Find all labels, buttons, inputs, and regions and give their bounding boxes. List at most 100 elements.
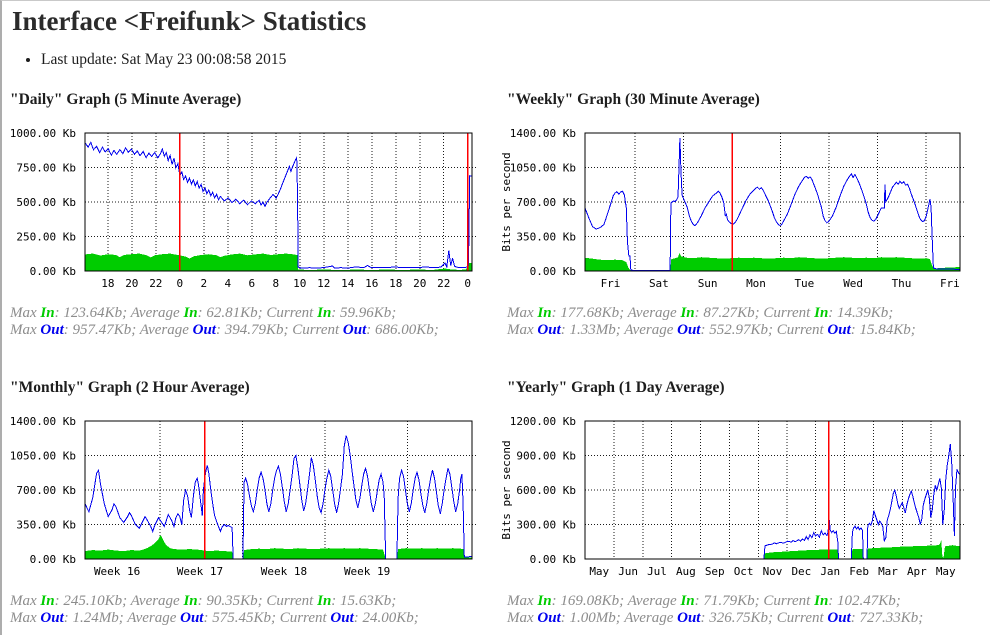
monthly-xtick-label: Week 19: [344, 565, 390, 578]
monthly-stats-in: Max In: 245.10Kb; Average In: 90.35Kb; C…: [10, 593, 397, 609]
daily-xtick-label: 18: [389, 277, 402, 290]
monthly-ytick-label: 0.00 Kb: [30, 553, 76, 566]
yearly-ytick-label: 900.00 Kb: [516, 450, 576, 463]
daily-xtick-label: 14: [341, 277, 355, 290]
weekly-graph-image: Bits per second 1400.00 Kb 1050.00 Kb 700.0…: [499, 125, 990, 297]
weekly-xtick-label: Fri: [601, 277, 621, 290]
in-label: In: [317, 305, 332, 321]
monthly-series-out-line: [84, 435, 473, 560]
weekly-ytick-label: 1050.00 Kb: [510, 162, 576, 175]
weekly-xtick-label: Sat: [649, 277, 669, 290]
daily-xtick-label: 18: [101, 277, 114, 290]
monthly-ytick-label: 1050.00 Kb: [10, 450, 76, 463]
monthly-section: "Monthly" Graph (2 Hour Average) 1400.00…: [2, 379, 499, 627]
weekly-graph-canvas: Bits per second 1400.00 Kb 1050.00 Kb 700.0…: [500, 127, 965, 290]
yearly-xtick-label: Apr: [907, 565, 927, 578]
monthly-graph-canvas: 1400.00 Kb 1050.00 Kb 700.00 Kb 350.00 Kb 0.…: [10, 415, 477, 578]
in-label: In: [537, 305, 552, 321]
daily-section: "Daily" Graph (5 Minute Average) 1000.00…: [2, 91, 499, 339]
daily-xtick-label: 2: [200, 277, 207, 290]
weekly-section: "Weekly" Graph (30 Minute Average) Bits …: [499, 91, 990, 339]
weekly-xtick-label: Wed: [843, 277, 863, 290]
monthly-xtick-label: Week 16: [94, 565, 140, 578]
in-label: In: [814, 305, 829, 321]
monthly-xtick-label: Week 17: [177, 565, 223, 578]
yearly-xtick-label: Sep: [705, 565, 725, 578]
out-label: Out: [537, 322, 561, 338]
out-label: Out: [827, 610, 851, 626]
in-label: In: [317, 593, 332, 609]
out-label: Out: [330, 610, 354, 626]
weekly-xtick-label: Mon: [746, 277, 766, 290]
daily-stats: Max In: 123.64Kb; Average In: 62.81Kb; C…: [10, 305, 499, 339]
daily-xtick-label: 22: [149, 277, 162, 290]
out-label: Out: [180, 610, 204, 626]
weekly-y-axis-label: Bits per second: [500, 152, 513, 251]
daily-ytick-label: 0.00 Kb: [30, 265, 76, 278]
page-title: Interface <Freifunk> Statistics: [12, 6, 367, 36]
daily-stats-out: Max Out: 957.47Kb; Average Out: 394.79Kb…: [10, 322, 439, 338]
in-label: In: [183, 305, 198, 321]
weekly-xtick-label: Tue: [794, 277, 814, 290]
monthly-xtick-label: Week 18: [261, 565, 307, 578]
weekly-xtick-label: Thu: [892, 277, 912, 290]
yearly-ytick-label: 300.00 Kb: [516, 519, 576, 532]
out-label: Out: [342, 322, 367, 338]
daily-xtick-label: 20: [413, 277, 426, 290]
daily-xtick-label: 16: [365, 277, 378, 290]
monthly-ytick-label: 1400.00 Kb: [10, 415, 76, 428]
weekly-series-out-line: [584, 137, 961, 271]
yearly-graph-canvas: Bits per second 1200.00 Kb 900.00 Kb 600.00…: [500, 415, 965, 578]
daily-graph-canvas: 1000.00 Kb 750.00 Kb 500.00 Kb 250.00 Kb 0.0…: [10, 127, 477, 290]
yearly-xtick-label: Feb: [849, 565, 869, 578]
monthly-gridlines: [85, 421, 477, 559]
monthly-series-in-area: [85, 534, 472, 559]
in-label: In: [537, 593, 552, 609]
daily-stats-in: Max In: 123.64Kb; Average In: 62.81Kb; C…: [10, 305, 397, 321]
weekly-xtick-label: Sun: [698, 277, 718, 290]
yearly-series-out-line: [585, 443, 961, 560]
daily-xtick-label: 10: [293, 277, 306, 290]
yearly-xtick-label: Jul: [647, 565, 667, 578]
last-update-text: Last update: Sat May 23 00:08:58 2015: [41, 51, 990, 69]
daily-xtick-label: 20: [125, 277, 138, 290]
yearly-section: "Yearly" Graph (1 Day Average) Bits per …: [499, 379, 990, 627]
out-label: Out: [677, 322, 701, 338]
yearly-xtick-label: May: [936, 565, 956, 578]
yearly-xtick-label: Dec: [791, 565, 811, 578]
yearly-xtick-label: Nov: [763, 565, 783, 578]
in-label: In: [40, 305, 55, 321]
out-label: Out: [537, 610, 561, 626]
update-list: Last update: Sat May 23 00:08:58 2015: [26, 51, 990, 69]
out-label: Out: [192, 322, 216, 338]
weekly-series-in-area: [585, 252, 960, 271]
graphs-grid: "Daily" Graph (5 Minute Average) 1000.00…: [2, 91, 990, 627]
yearly-stats-out: Max Out: 1.00Mb; Average Out: 326.75Kb; …: [507, 610, 924, 626]
daily-series-out-line: [84, 141, 473, 269]
weekly-ytick-label: 350.00 Kb: [516, 231, 576, 244]
daily-ytick-label: 750.00 Kb: [16, 162, 76, 175]
daily-ytick-label: 500.00 Kb: [16, 196, 76, 209]
weekly-stats: Max In: 177.68Kb; Average In: 87.27Kb; C…: [507, 305, 990, 339]
out-label: Out: [677, 610, 701, 626]
weekly-ytick-label: 700.00 Kb: [516, 196, 576, 209]
weekly-ytick-label: 1400.00 Kb: [510, 127, 576, 140]
yearly-xtick-label: Aug: [676, 565, 696, 578]
yearly-xtick-label: Jun: [618, 565, 638, 578]
in-label: In: [183, 593, 198, 609]
weekly-ytick-label: 0.00 Kb: [530, 265, 576, 278]
out-label: Out: [40, 322, 64, 338]
yearly-xtick-label: Mar: [878, 565, 898, 578]
yearly-ytick-label: 0.00 Kb: [530, 553, 576, 566]
in-label: In: [40, 593, 55, 609]
weekly-graph-heading: "Weekly" Graph (30 Minute Average): [507, 91, 760, 108]
daily-xtick-label: 8: [272, 277, 279, 290]
monthly-graph-image: 1400.00 Kb 1050.00 Kb 700.00 Kb 350.00 Kb 0.…: [2, 413, 499, 585]
in-label: In: [814, 593, 829, 609]
yearly-xtick-label: Oct: [734, 565, 754, 578]
yearly-ytick-label: 600.00 Kb: [516, 484, 576, 497]
monthly-stats: Max In: 245.10Kb; Average In: 90.35Kb; C…: [10, 593, 499, 627]
out-label: Out: [827, 322, 851, 338]
in-label: In: [680, 305, 695, 321]
